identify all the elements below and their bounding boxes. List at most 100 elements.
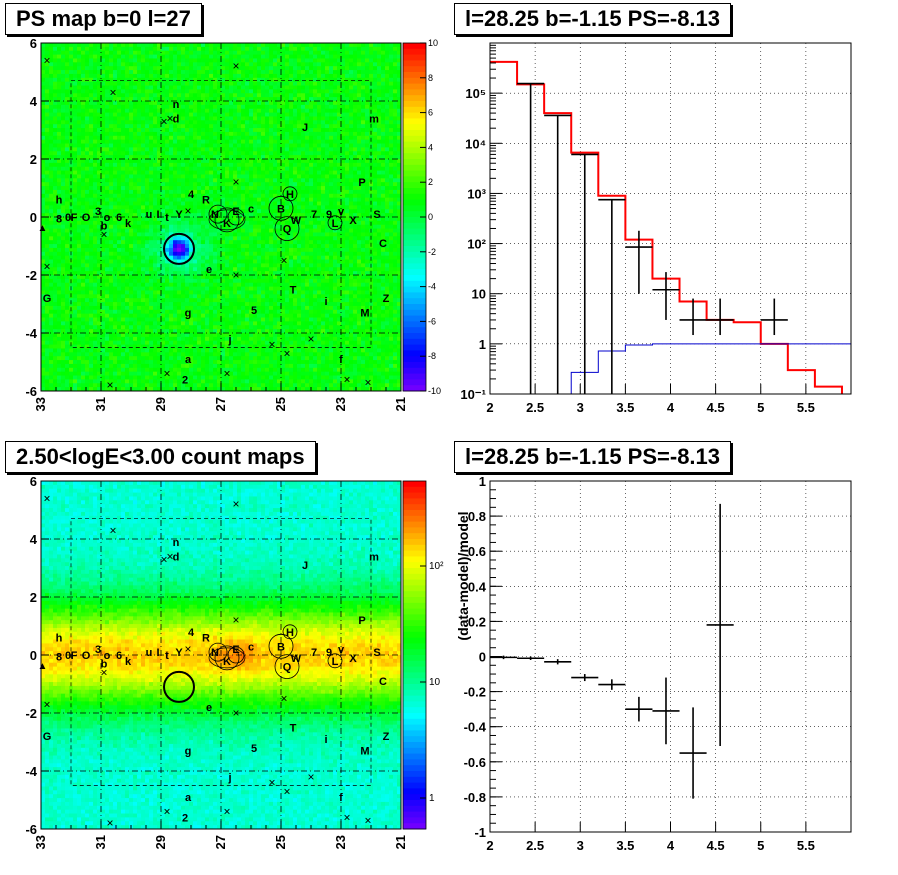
colorbar-segment — [403, 385, 426, 392]
source-label: 2 — [182, 374, 188, 386]
source-label: T — [290, 723, 297, 735]
source-circle — [268, 633, 294, 659]
source-cross: × — [232, 497, 239, 511]
source-cross: × — [43, 53, 50, 67]
colorbar-segment — [403, 309, 426, 317]
residual-point — [490, 655, 518, 660]
y-tick-label: 2 — [30, 590, 37, 605]
colorbar-tick-label: -4 — [428, 282, 436, 292]
data-point — [598, 198, 626, 394]
x-tick-label: 23 — [333, 835, 348, 849]
colorbar-segment — [403, 800, 426, 807]
colorbar-segment — [403, 788, 426, 795]
colorbar-segment — [403, 747, 426, 755]
colorbar-segment — [403, 515, 426, 523]
y-tick-label: -2 — [25, 706, 37, 721]
colorbar-tick-label: 10² — [429, 561, 444, 572]
data-point — [760, 298, 788, 336]
colorbar-segment — [403, 556, 426, 563]
colorbar-segment — [403, 817, 426, 824]
colorbar-segment — [403, 510, 426, 517]
x-tick-label: 5 — [757, 838, 764, 853]
y-tick-label: 6 — [30, 474, 37, 489]
source-cross: × — [307, 332, 314, 346]
colorbar-segment — [403, 533, 426, 540]
x-tick-label: 4.5 — [707, 838, 725, 853]
source-cross: × — [364, 375, 371, 389]
source-label: J — [302, 122, 308, 134]
source-label: M — [360, 746, 369, 758]
source-cross: × — [100, 227, 107, 241]
residual-point — [679, 707, 707, 799]
source-label: G — [43, 731, 52, 743]
colorbar-segment — [403, 718, 426, 726]
source-label: B — [277, 203, 285, 215]
colorbar-segment — [403, 199, 426, 206]
y-tick-label: 10 — [472, 287, 486, 302]
colorbar-segment — [403, 182, 426, 189]
source-label: 5 — [251, 305, 257, 317]
data-point — [517, 82, 545, 394]
source-label: C — [379, 238, 387, 250]
y-tick-label: -6 — [25, 384, 37, 399]
colorbar-segment — [403, 568, 426, 575]
source-label: C — [379, 676, 387, 688]
source-cross: × — [232, 175, 239, 189]
colorbar-segment — [403, 379, 426, 386]
x-tick-label: 2 — [486, 838, 493, 853]
source-cross: × — [223, 367, 230, 381]
x-tick-label: 25 — [273, 835, 288, 849]
source-cross: × — [232, 613, 239, 627]
source-label: 3 — [95, 644, 101, 656]
colorbar-segment — [403, 327, 426, 334]
colorbar-segment — [403, 521, 426, 528]
source-label: S — [373, 647, 380, 659]
source-circle — [163, 670, 195, 703]
source-cross: × — [109, 523, 116, 537]
y-tick-label: -4 — [25, 326, 37, 341]
colorbar-segment — [403, 689, 426, 697]
colorbar-tick-label: -2 — [428, 247, 436, 257]
y-tick-label: -1 — [474, 825, 486, 840]
colorbar-segment — [403, 240, 426, 247]
colorbar-segment — [403, 205, 426, 212]
x-tick-label: 27 — [213, 397, 228, 411]
source-cross: × — [43, 697, 50, 711]
x-tick-label: 5 — [757, 400, 764, 415]
source-label: O — [82, 212, 91, 224]
colorbar-segment — [403, 275, 426, 282]
colorbar-segment — [403, 147, 426, 154]
colorbar-segment — [403, 280, 426, 288]
source-label: F — [71, 650, 78, 662]
colorbar-segment — [403, 794, 426, 801]
source-circle — [208, 209, 246, 231]
colorbar-segment — [403, 159, 426, 166]
source-cross: × — [343, 372, 350, 386]
source-label: o — [104, 650, 111, 662]
source-cross: × — [268, 776, 275, 790]
roi-box — [70, 80, 372, 348]
colorbar-tick-label: -10 — [428, 386, 441, 396]
source-cross: × — [223, 805, 230, 819]
y-tick-label: 10³ — [467, 186, 486, 201]
colorbar-segment — [403, 217, 426, 224]
y-tick-label: 4 — [30, 94, 38, 109]
colorbar-tick-label: -6 — [428, 316, 436, 326]
source-label: X — [349, 215, 357, 227]
x-tick-label: 3 — [577, 838, 584, 853]
y-tick-label: 0 — [30, 648, 37, 663]
source-cross: × — [160, 552, 167, 566]
data-point — [706, 298, 734, 336]
source-label: d — [173, 113, 180, 125]
colorbar-segment — [403, 498, 426, 505]
source-label: 6 — [116, 212, 122, 224]
source-label: W — [291, 653, 302, 665]
colorbar-segment — [403, 759, 426, 766]
y-tick-label: -6 — [25, 822, 37, 837]
source-label: 8 — [56, 651, 62, 663]
colorbar-segment — [403, 707, 426, 714]
source-label: N — [211, 209, 219, 221]
colorbar-segment — [403, 776, 426, 784]
source-circle — [274, 654, 300, 679]
